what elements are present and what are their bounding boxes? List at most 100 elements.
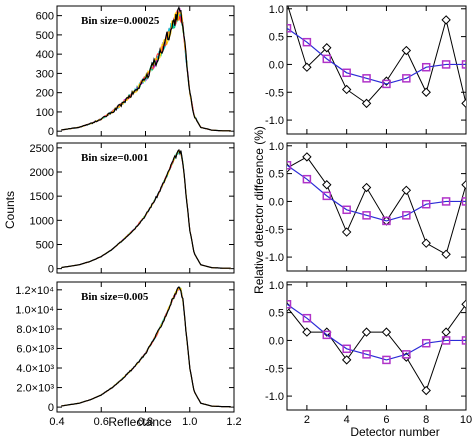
y-tick-label: 2000 <box>30 167 54 179</box>
square-marker <box>322 191 332 201</box>
y-tick-label: 1.0 <box>269 141 284 153</box>
plot-frame <box>286 142 467 272</box>
histogram-panel-1: 0 100 200 300 400 500 600 Bin size=0.00025 <box>36 5 235 138</box>
y-tick-label: 2500 <box>30 143 54 155</box>
histogram-panel-3: 0.4 0.6 0.8 1.0 1.2 0 2.0×10³ 4.0×10³ 6.0×10³ 8.0… <box>15 281 242 428</box>
y-tick-label: 1000 <box>30 215 54 227</box>
y-tick-label: 300 <box>36 68 54 80</box>
y-tick-label: 0.0 <box>269 335 284 347</box>
y-tick-label: -1.0 <box>265 115 284 127</box>
diamond-marker <box>441 327 451 337</box>
diamond-series-line <box>287 6 466 105</box>
square-marker <box>362 350 371 359</box>
square-marker <box>302 313 312 323</box>
y-tick-label: 2.0×10³ <box>16 383 54 395</box>
y-tick-label: -0.5 <box>265 224 284 236</box>
plot-area <box>61 148 231 269</box>
histogram-series-line <box>61 149 231 269</box>
square-marker <box>287 300 292 309</box>
diamond-marker <box>322 43 332 53</box>
square-marker <box>342 205 351 215</box>
x-tick-label: 0.8 <box>138 416 153 428</box>
square-marker <box>421 62 431 72</box>
y-tick-label: 0 <box>48 402 54 414</box>
diamond-marker <box>441 15 451 25</box>
y-tick-label: 0.0 <box>269 196 284 208</box>
detector-panel-3: 2 4 6 8 10 -1.0 -0.5 0.0 0.5 1.0 <box>265 280 472 426</box>
plot-area <box>61 286 231 408</box>
y-tick-label: 100 <box>36 107 54 119</box>
y-axis-title-left: Counts <box>3 191 17 229</box>
square-marker <box>322 330 332 340</box>
diamond-marker <box>341 227 352 237</box>
y-tick-label: 600 <box>36 11 54 23</box>
y-tick-label: 0 <box>48 264 54 276</box>
x-axis-title-left: Reflectance <box>108 415 172 429</box>
diamond-marker <box>461 98 466 109</box>
diamond-marker <box>341 84 352 95</box>
square-marker <box>362 74 371 83</box>
y-axis-title-right: Relative detector difference (%) <box>252 126 266 294</box>
diamond-marker <box>341 355 352 365</box>
square-marker <box>342 344 351 354</box>
diamond-marker <box>322 180 332 190</box>
histogram-series-line <box>61 149 231 269</box>
x-tick-label: 1.0 <box>182 416 197 428</box>
histogram-main-line <box>61 6 231 132</box>
y-tick-label: 1500 <box>30 191 54 203</box>
y-tick-label: -1.0 <box>265 252 284 264</box>
plot-frame <box>286 5 467 135</box>
y-tick-label: -1.0 <box>265 391 284 403</box>
square-marker <box>461 60 466 69</box>
y-tick-label: -0.5 <box>265 87 284 99</box>
diamond-marker <box>361 98 372 109</box>
square-series-line <box>287 27 466 85</box>
square-series-line <box>287 303 466 361</box>
y-tick-label: 4.0×10³ <box>16 363 54 375</box>
square-marker <box>287 161 292 170</box>
histogram-series-line <box>61 287 231 408</box>
square-marker <box>421 199 431 209</box>
square-marker <box>342 68 351 78</box>
x-tick-label: 0.4 <box>49 416 64 428</box>
diamond-series-line <box>287 156 466 256</box>
square-marker <box>302 174 312 184</box>
x-tick-label: 0.6 <box>94 416 109 428</box>
x-tick-label: 10 <box>460 414 472 426</box>
bin-size-label: Bin size=0.005 <box>81 291 149 303</box>
y-tick-label: 400 <box>36 49 54 61</box>
x-tick-label: 6 <box>383 414 389 426</box>
y-tick-label: 8.0×10³ <box>16 324 54 336</box>
x-tick-label: 4 <box>344 414 350 426</box>
y-tick-label: 0.0 <box>269 59 284 71</box>
y-tick-label: 6.0×10³ <box>16 343 54 355</box>
diamond-marker <box>381 327 392 337</box>
y-tick-label: 0.5 <box>269 32 284 44</box>
plot-area <box>287 299 466 396</box>
y-tick-label: 1.0×10⁴ <box>15 304 54 316</box>
square-marker <box>461 197 466 206</box>
histogram-series-line <box>61 8 231 132</box>
x-tick-label: 1.2 <box>226 416 241 428</box>
diamond-marker <box>287 6 289 8</box>
diamond-marker <box>302 152 312 162</box>
y-tick-label: 500 <box>36 239 54 251</box>
square-marker <box>441 336 451 345</box>
square-marker <box>441 197 451 206</box>
detector-panel-2: -1.0 -0.5 0.0 0.5 1.0 <box>265 141 467 272</box>
x-tick-label: 2 <box>304 414 310 426</box>
histogram-series-line <box>61 286 231 408</box>
diamond-marker <box>461 180 466 190</box>
y-tick-label: 0.5 <box>269 169 284 181</box>
histogram-series-line <box>61 151 231 269</box>
y-tick-label: -0.5 <box>265 363 284 375</box>
diamond-marker <box>421 87 431 97</box>
y-tick-label: 200 <box>36 88 54 100</box>
histogram-series-line <box>61 286 231 408</box>
y-tick-label: 0 <box>48 126 54 138</box>
square-marker <box>302 37 312 47</box>
square-marker <box>461 336 466 345</box>
square-marker <box>402 350 411 359</box>
y-tick-label: 1.0 <box>269 280 284 292</box>
